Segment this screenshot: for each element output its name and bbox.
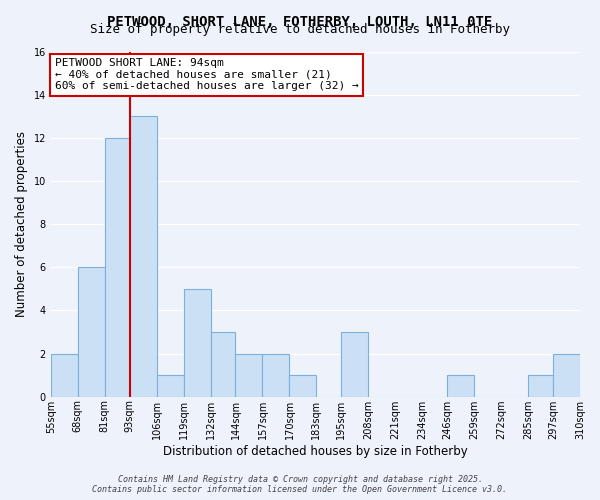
Bar — [130, 116, 157, 396]
Bar — [447, 375, 474, 396]
Text: Contains HM Land Registry data © Crown copyright and database right 2025.
Contai: Contains HM Land Registry data © Crown c… — [92, 474, 508, 494]
Bar — [262, 354, 289, 397]
Y-axis label: Number of detached properties: Number of detached properties — [15, 131, 28, 317]
Bar — [235, 354, 262, 397]
Bar — [528, 375, 553, 396]
Bar — [341, 332, 368, 396]
Bar — [78, 267, 105, 396]
Text: Size of property relative to detached houses in Fotherby: Size of property relative to detached ho… — [90, 22, 510, 36]
Bar — [51, 354, 78, 397]
Text: PETWOOD SHORT LANE: 94sqm
← 40% of detached houses are smaller (21)
60% of semi-: PETWOOD SHORT LANE: 94sqm ← 40% of detac… — [55, 58, 359, 91]
Bar — [184, 289, 211, 397]
Bar — [157, 375, 184, 396]
Bar — [211, 332, 235, 396]
Bar — [289, 375, 316, 396]
X-axis label: Distribution of detached houses by size in Fotherby: Distribution of detached houses by size … — [163, 444, 468, 458]
Bar — [553, 354, 580, 397]
Text: PETWOOD, SHORT LANE, FOTHERBY, LOUTH, LN11 0TE: PETWOOD, SHORT LANE, FOTHERBY, LOUTH, LN… — [107, 15, 493, 29]
Bar — [105, 138, 130, 396]
